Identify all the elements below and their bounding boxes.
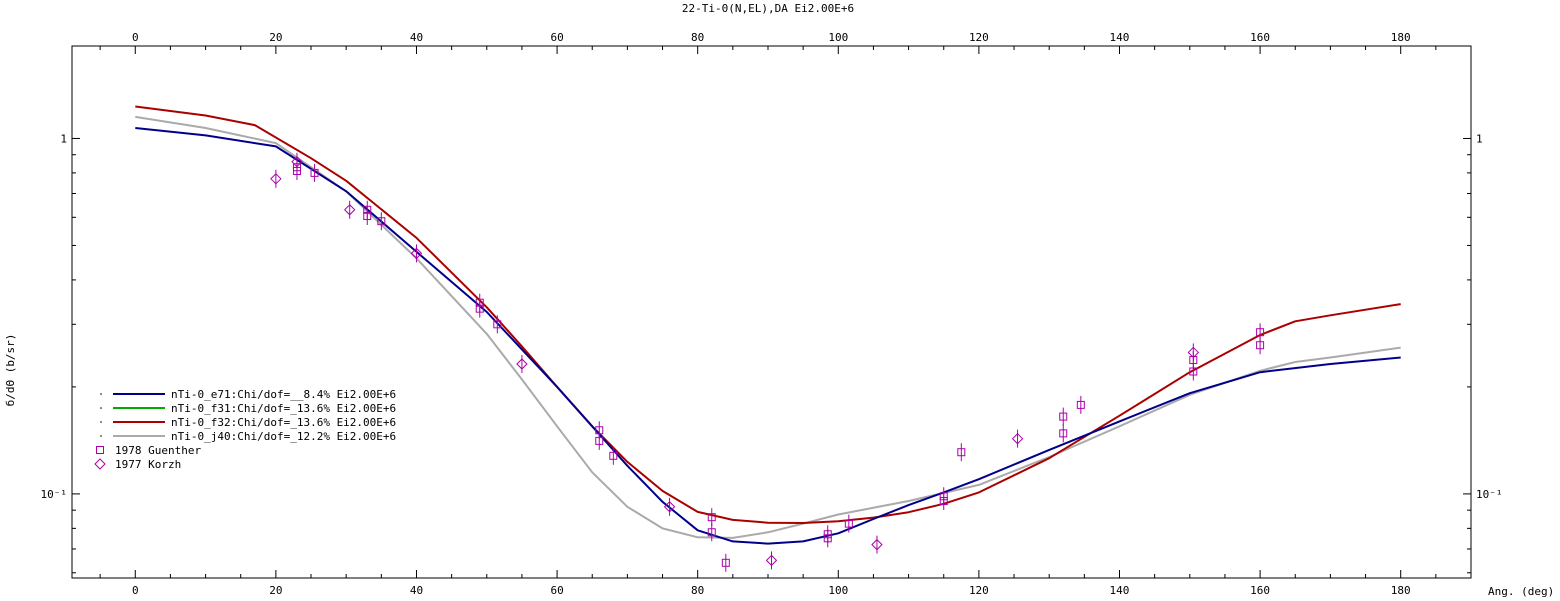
- korzh-point: [516, 358, 528, 370]
- korzh-point: [410, 247, 423, 260]
- guenther-point: [1256, 328, 1265, 337]
- korzh-point: [663, 501, 676, 513]
- x-axis-label: Ang. (deg): [1488, 585, 1554, 598]
- x-tick-label-bottom: 40: [410, 584, 423, 597]
- legend-label: nTi-0_e71:Chi/dof=__8.4% Ei2.00E+6: [171, 388, 396, 401]
- korzh-point: [871, 538, 883, 551]
- guenther-point: [475, 304, 484, 313]
- chart-title: 22-Ti-0(N,EL),DA Ei2.00E+6: [682, 2, 854, 15]
- legend-label: nTi-0_f32:Chi/dof=_13.6% Ei2.00E+6: [171, 416, 396, 429]
- x-tick-label-bottom: 0: [132, 584, 139, 597]
- korzh-point: [343, 204, 356, 216]
- y-axis-label: б/dΘ (b/sr): [4, 334, 17, 407]
- legend-square-marker: [96, 446, 104, 454]
- x-tick-label-bottom: 180: [1391, 584, 1411, 597]
- guenther-point: [310, 168, 319, 177]
- korzh-point: [1187, 346, 1200, 359]
- axes: 0 0 20 20 40 40 60 60 80 80 100 100 120 120 140 140 160 1…: [41, 31, 1503, 597]
- series-line-2: [135, 105, 1401, 524]
- x-tick-label-top: 120: [969, 31, 989, 44]
- korzh-point: [1011, 432, 1024, 445]
- legend-dot: [100, 435, 102, 437]
- legend-label: 1977 Korzh: [115, 458, 181, 471]
- guenther-point: [707, 528, 716, 537]
- x-tick-label-bottom: 60: [550, 584, 563, 597]
- guenther-point: [377, 217, 386, 226]
- legend-label: 1978 Guenther: [115, 444, 201, 457]
- x-tick-label-bottom: 80: [691, 584, 704, 597]
- plot-frame: [71, 45, 1472, 579]
- korzh-point: [765, 554, 778, 567]
- guenther-point: [707, 513, 716, 522]
- y-tick-label-left: 1: [60, 132, 67, 145]
- guenther-point: [1059, 429, 1068, 438]
- guenther-point: [609, 451, 618, 460]
- x-tick-label-bottom: 120: [969, 584, 989, 597]
- legend-diamond-marker: [94, 458, 106, 470]
- legend-dot: [100, 407, 102, 409]
- legend-dot: [100, 393, 102, 395]
- x-tick-label-top: 0: [132, 31, 139, 44]
- x-tick-label-top: 60: [550, 31, 563, 44]
- korzh-point: [291, 156, 303, 168]
- legend: nTi-0_e71:Chi/dof=__8.4% Ei2.00E+6nTi-0_…: [94, 388, 396, 471]
- guenther-point: [363, 212, 372, 221]
- guenther-point: [721, 558, 730, 567]
- guenther-point: [939, 497, 948, 506]
- x-tick-label-bottom: 20: [269, 584, 282, 597]
- x-tick-label-bottom: 160: [1250, 584, 1270, 597]
- x-tick-label-top: 20: [269, 31, 282, 44]
- guenther-point: [1059, 412, 1068, 421]
- x-tick-label-top: 180: [1391, 31, 1411, 44]
- x-tick-label-top: 160: [1250, 31, 1270, 44]
- data-points: [270, 152, 1265, 572]
- y-tick-label-right: 1: [1476, 132, 1483, 145]
- guenther-point: [844, 519, 853, 528]
- x-tick-label-bottom: 140: [1110, 584, 1130, 597]
- guenther-point: [493, 320, 502, 329]
- guenther-point: [957, 448, 966, 457]
- guenther-point: [823, 534, 832, 543]
- legend-dot: [100, 421, 102, 423]
- x-tick-label-top: 100: [828, 31, 848, 44]
- guenther-point: [1256, 341, 1265, 350]
- x-tick-label-bottom: 100: [828, 584, 848, 597]
- guenther-point: [595, 436, 604, 445]
- x-tick-label-top: 40: [410, 31, 423, 44]
- guenther-point: [1076, 400, 1085, 409]
- x-tick-label-top: 140: [1110, 31, 1130, 44]
- legend-label: nTi-0_j40:Chi/dof=_12.2% Ei2.00E+6: [171, 430, 396, 443]
- legend-label: nTi-0_f31:Chi/dof=_13.6% Ei2.00E+6: [171, 402, 396, 415]
- guenther-point: [1189, 367, 1198, 376]
- y-tick-label-left: 10⁻¹: [41, 488, 68, 501]
- y-tick-label-right: 10⁻¹: [1476, 488, 1503, 501]
- series-line-0: [135, 127, 1401, 545]
- x-tick-label-top: 80: [691, 31, 704, 44]
- korzh-point: [270, 173, 282, 185]
